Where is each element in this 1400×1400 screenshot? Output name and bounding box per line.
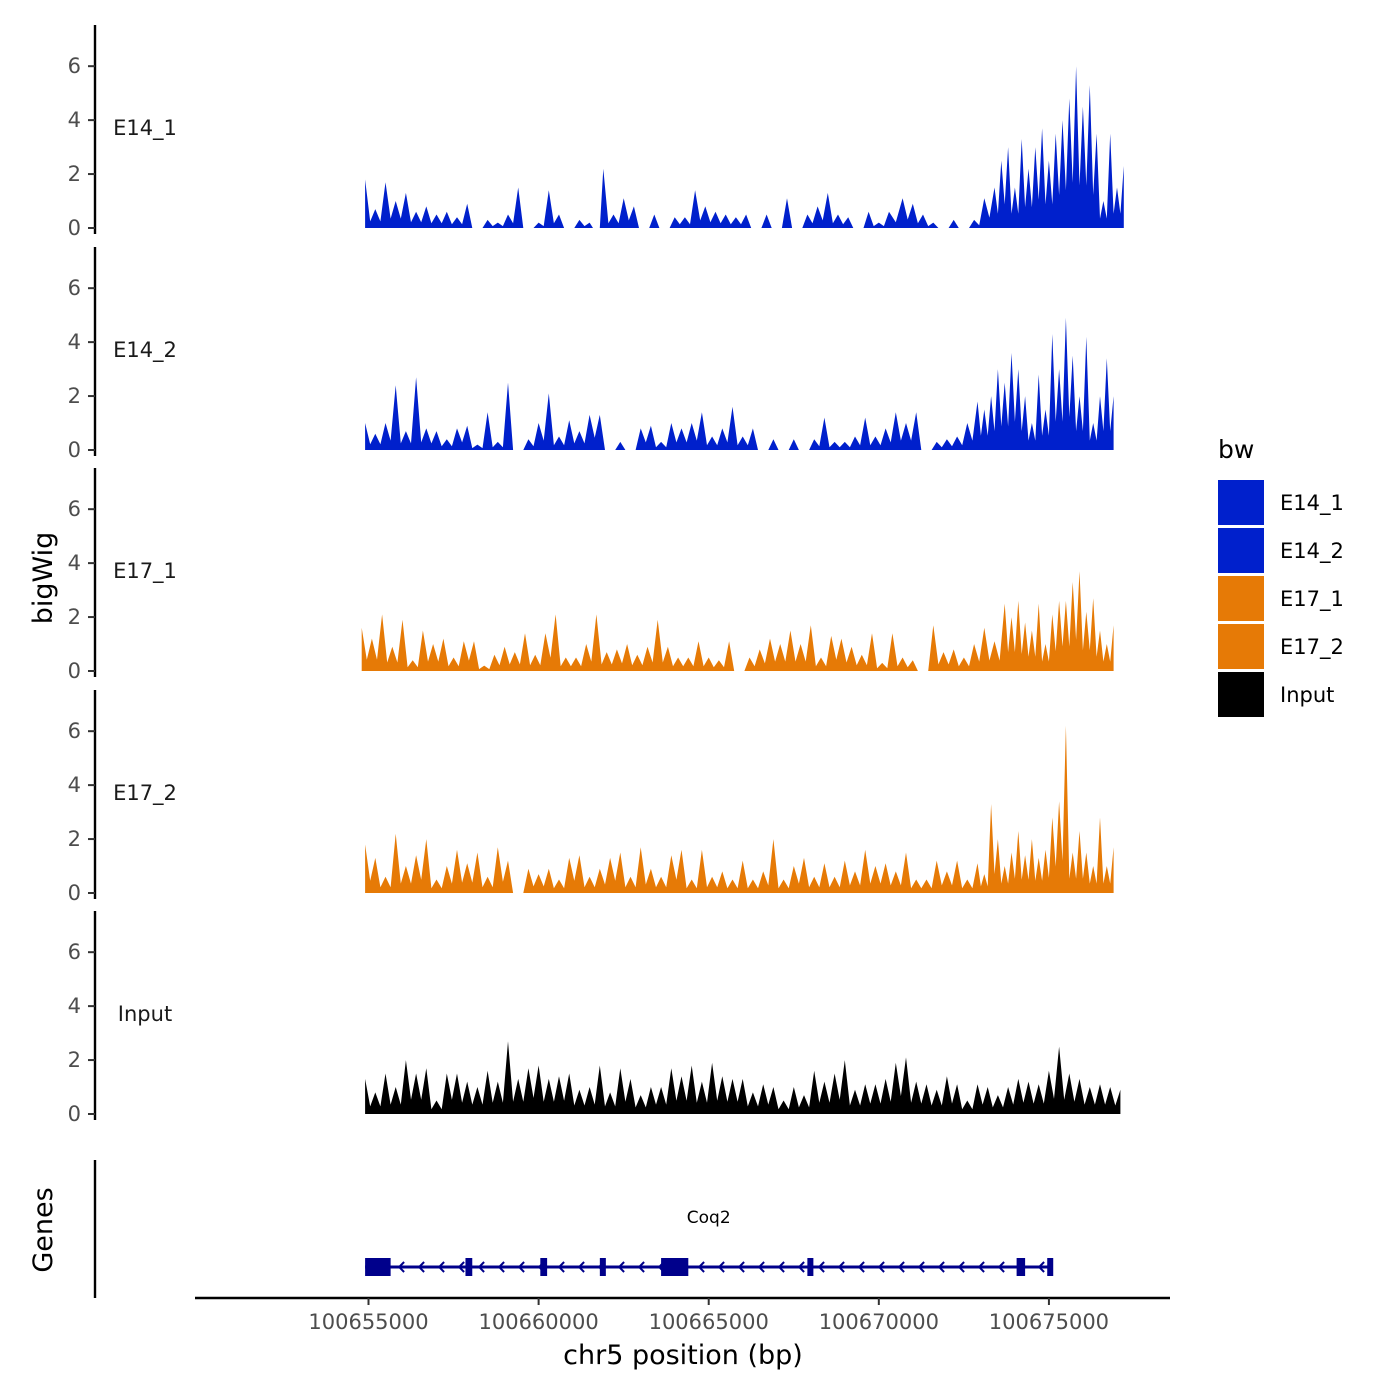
legend-label: Input [1280, 683, 1334, 707]
legend-title: bw [1218, 435, 1254, 464]
y-tick-label: 6 [68, 497, 81, 521]
x-tick-label: 100660000 [478, 1310, 598, 1334]
y-tick-label: 4 [68, 330, 81, 354]
track-input: 0 2 4 6 Input [68, 911, 1121, 1126]
gene-name-label: Coq2 [687, 1208, 731, 1228]
strand-arrow [817, 1261, 825, 1273]
y-tick-label: 2 [68, 162, 81, 186]
genes-axis-title: Genes [28, 1187, 59, 1272]
legend: bw E14_1 E14_2 E17_1 E17_2 Input [1218, 435, 1344, 717]
y-tick-label: 2 [68, 384, 81, 408]
strand-arrow [957, 1261, 965, 1273]
coverage-area [365, 725, 1114, 893]
legend-swatch [1218, 672, 1264, 717]
strand-arrow [637, 1261, 645, 1273]
y-tick-label: 0 [68, 881, 81, 905]
gene-exon [1016, 1258, 1026, 1276]
coverage-area [365, 1041, 1121, 1114]
strand-arrow [397, 1261, 405, 1273]
strand-arrow [977, 1261, 985, 1273]
track-label: E17_1 [113, 559, 177, 584]
strand-arrow [697, 1261, 705, 1273]
gene-exon [465, 1258, 473, 1276]
y-tick-label: 0 [68, 216, 81, 240]
y-tick-label: 0 [68, 1102, 81, 1126]
strand-arrow [857, 1261, 865, 1273]
strand-arrow [577, 1261, 585, 1273]
strand-arrow [497, 1261, 505, 1273]
strand-arrow [737, 1261, 745, 1273]
strand-arrow [717, 1261, 725, 1273]
strand-arrow [477, 1261, 485, 1273]
strand-arrow [1037, 1261, 1045, 1273]
y-tick-label: 6 [68, 719, 81, 743]
y-tick-label: 4 [68, 773, 81, 797]
genes-track: Coq2 [93, 1160, 1054, 1298]
gene-exon [661, 1258, 689, 1276]
track-e17-2: 0 2 4 6 E17_2 [68, 690, 1114, 905]
legend-label: E17_1 [1280, 587, 1344, 612]
track-panels: 0 2 4 6 E14_1 0 2 4 6 E14_2 0 2 4 6 E17_1 0 2 4 6 E17_2 0 2 4 6… [68, 25, 1124, 1126]
y-tick-label: 4 [68, 551, 81, 575]
track-label: Input [118, 1002, 172, 1026]
strand-arrow [557, 1261, 565, 1273]
legend-swatch [1218, 576, 1264, 621]
gene-exon [540, 1258, 548, 1276]
strand-arrow [877, 1261, 885, 1273]
x-tick-label: 100670000 [819, 1310, 939, 1334]
legend-swatch [1218, 480, 1264, 525]
y-tick-label: 4 [68, 994, 81, 1018]
strand-arrow [417, 1261, 425, 1273]
x-axis-title: chr5 position (bp) [563, 1340, 803, 1371]
strand-arrow [837, 1261, 845, 1273]
legend-entries: E14_1 E14_2 E17_1 E17_2 Input [1218, 480, 1344, 717]
y-tick-label: 0 [68, 659, 81, 683]
strand-arrow [437, 1261, 445, 1273]
legend-swatch [1218, 624, 1264, 669]
track-e14-2: 0 2 4 6 E14_2 [68, 247, 1114, 462]
legend-label: E17_2 [1280, 635, 1344, 660]
x-tick-label: 100665000 [649, 1310, 769, 1334]
coverage-area [365, 317, 1114, 450]
legend-label: E14_2 [1280, 539, 1344, 564]
legend-label: E14_1 [1280, 491, 1344, 516]
strand-arrow [917, 1261, 925, 1273]
track-label: E14_2 [113, 338, 177, 363]
coverage-area [361, 571, 1114, 671]
coverage-area [365, 66, 1124, 228]
track-label: E14_1 [113, 116, 177, 141]
y-tick-label: 2 [68, 1048, 81, 1072]
strand-arrow [617, 1261, 625, 1273]
strand-arrow [897, 1261, 905, 1273]
y-tick-label: 0 [68, 438, 81, 462]
y-tick-label: 6 [68, 940, 81, 964]
y-tick-label: 4 [68, 108, 81, 132]
strand-arrow [997, 1261, 1005, 1273]
strand-arrow [757, 1261, 765, 1273]
gene-exon [365, 1258, 391, 1276]
y-tick-label: 2 [68, 827, 81, 851]
strand-arrow [937, 1261, 945, 1273]
strand-arrow [517, 1261, 525, 1273]
strand-arrow [797, 1261, 805, 1273]
y-axis-title: bigWig [28, 532, 59, 625]
gene-exon [599, 1258, 606, 1276]
strand-arrow [777, 1261, 785, 1273]
strand-arrow [457, 1261, 465, 1273]
y-tick-label: 2 [68, 605, 81, 629]
legend-swatch [1218, 528, 1264, 573]
x-tick-label: 100655000 [308, 1310, 428, 1334]
gene-exon [1047, 1258, 1054, 1276]
track-e14-1: 0 2 4 6 E14_1 [68, 25, 1124, 240]
x-axis: 100655000 100660000 100665000 100670000 1006… [195, 1296, 1170, 1334]
track-label: E17_2 [113, 781, 177, 806]
gene-exon [807, 1258, 814, 1276]
track-e17-1: 0 2 4 6 E17_1 [68, 468, 1114, 683]
x-tick-label: 100675000 [989, 1310, 1109, 1334]
y-tick-label: 6 [68, 54, 81, 78]
y-tick-label: 6 [68, 276, 81, 300]
